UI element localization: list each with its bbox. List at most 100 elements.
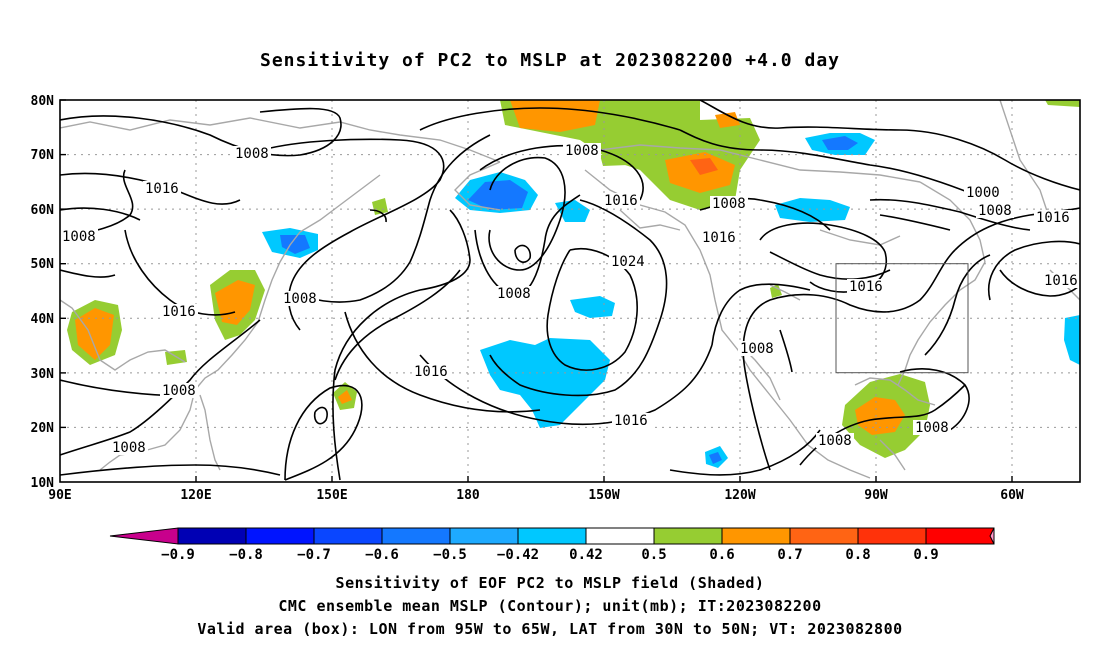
- colorbar-swatch: [857, 527, 927, 545]
- positive-small-4: [1045, 100, 1080, 107]
- isobar-label-bg: [710, 196, 748, 211]
- isobar-label-bg: [160, 304, 198, 319]
- positive-core-gulf: [855, 397, 905, 435]
- isobar-label: 1008: [112, 440, 146, 456]
- lon-label: 150E: [316, 488, 347, 503]
- page-title: Sensitivity of PC2 to MSLP at 2023082200…: [259, 50, 840, 71]
- isobar-label-bg: [964, 185, 1002, 200]
- colorbar-swatch: [585, 527, 655, 545]
- colorbar-label: −0.6: [365, 547, 399, 563]
- isobar-label: 1008: [915, 420, 949, 436]
- colorbar-label: −0.9: [161, 547, 195, 563]
- isobar-label: 1008: [712, 196, 746, 212]
- isobar-label: 1016: [1044, 273, 1078, 289]
- colorbar-swatch: [381, 527, 451, 545]
- longitude-labels: 90E 120E 150E 180 150W 120W 90W 60W: [48, 488, 1024, 503]
- colorbar-swatch: [177, 527, 247, 545]
- lon-label: 120W: [724, 488, 755, 503]
- lon-label: 150W: [588, 488, 619, 503]
- isobar-label: 1016: [849, 279, 883, 295]
- isobar-label: 1008: [978, 203, 1012, 219]
- colorbar-label: 0.9: [913, 547, 938, 563]
- isobar-label: 1016: [614, 413, 648, 429]
- colorbar-label: −0.42: [497, 547, 539, 563]
- lat-label: 70N: [31, 148, 55, 163]
- lon-label: 90E: [48, 488, 71, 503]
- colorbar-swatch: [517, 527, 587, 545]
- isobar-label-bg: [1034, 210, 1072, 225]
- isobar-label-bg: [110, 440, 148, 455]
- colorbar-label: −0.7: [297, 547, 331, 563]
- lon-label: 120E: [180, 488, 211, 503]
- isobar-label: 1008: [565, 143, 599, 159]
- isobar-label: 1016: [702, 230, 736, 246]
- coastlines: [60, 100, 1080, 479]
- isobar-label-bg: [738, 341, 776, 356]
- positive-small-3: [770, 284, 782, 298]
- map-frame: [59, 99, 1081, 483]
- lon-label: 180: [456, 488, 480, 503]
- colorbar-label: 0.6: [709, 547, 734, 563]
- lat-lon-gridlines: [60, 100, 1080, 482]
- isobar-label: 1008: [497, 286, 531, 302]
- isobar-label: 1008: [740, 341, 774, 357]
- lon-label: 60W: [1000, 488, 1024, 503]
- isobar-label: 1008: [62, 229, 96, 245]
- isobar-label-bg: [412, 364, 450, 379]
- positive-core-alaska-inner: [690, 158, 718, 175]
- lat-label: 20N: [31, 421, 55, 436]
- axis-ticks: [60, 99, 1013, 482]
- isobar-label: 1008: [283, 291, 317, 307]
- isobar-labels: 1008 1016 1008 1016 1008 1008 1008 1008 1016 1024…: [60, 143, 1080, 456]
- colorbar-swatch: [313, 527, 383, 545]
- colorbar-swatch: [653, 527, 723, 545]
- valid-area-box: [835, 263, 969, 374]
- isobar-label-bg: [609, 254, 647, 269]
- positive-core-india: [75, 308, 114, 360]
- lat-label: 40N: [31, 312, 55, 327]
- negative-region-pacific: [480, 338, 610, 428]
- colorbar-swatch: [789, 527, 859, 545]
- isobar-label-bg: [233, 146, 271, 161]
- isobar-label: 1000: [966, 185, 1000, 201]
- isobar-label: 1008: [162, 383, 196, 399]
- isobar-label-bg: [495, 286, 533, 301]
- isobar-label-bg: [60, 229, 98, 244]
- negative-region-atlantic: [1064, 315, 1080, 365]
- isobar-label: 1016: [162, 304, 196, 320]
- colorbar-label: 0.7: [777, 547, 802, 563]
- negative-region-canada: [775, 198, 850, 222]
- isobar-label-bg: [143, 181, 181, 196]
- lon-label: 90W: [864, 488, 888, 503]
- colorbar-high-extension: [989, 527, 995, 545]
- colorbar-label: 0.8: [845, 547, 870, 563]
- negative-region-pacific-north: [570, 296, 615, 318]
- isobar-label-bg: [602, 193, 640, 208]
- caption-shading: Sensitivity of EOF PC2 to MSLP field (Sh…: [335, 574, 765, 592]
- colorbar-swatch: [449, 527, 519, 545]
- isobar-label: 1008: [818, 433, 852, 449]
- caption-contour: CMC ensemble mean MSLP (Contour); unit(m…: [278, 597, 822, 615]
- colorbar-label: 0.5: [641, 547, 666, 563]
- isobar-label: 1016: [604, 193, 638, 209]
- isobar-label: 1024: [611, 254, 645, 270]
- colorbar-swatch: [925, 527, 995, 545]
- mslp-contours: [60, 100, 1080, 481]
- isobar-label-bg: [281, 291, 319, 306]
- colorbar: [109, 527, 995, 545]
- isobar-label: 1016: [145, 181, 179, 197]
- sensitivity-shading: [67, 100, 1080, 468]
- isobar-label: 1016: [414, 364, 448, 380]
- isobar-label-bg: [1042, 273, 1080, 288]
- colorbar-label: 0.42: [569, 547, 603, 563]
- isobar-label-bg: [700, 230, 738, 245]
- caption-valid-area: Valid area (box): LON from 95W to 65W, L…: [197, 620, 903, 638]
- colorbar-labels: −0.9 −0.8 −0.7 −0.6 −0.5 −0.42 0.42 0.5 0.6 0.7 0.…: [161, 547, 939, 563]
- positive-core-top: [715, 112, 740, 128]
- lat-label: 30N: [31, 367, 55, 382]
- latitude-labels: 80N 70N 60N 50N 40N 30N 20N 10N: [31, 94, 55, 491]
- colorbar-label: −0.5: [433, 547, 467, 563]
- colorbar-swatch: [721, 527, 791, 545]
- negative-core-eastpac: [709, 452, 722, 464]
